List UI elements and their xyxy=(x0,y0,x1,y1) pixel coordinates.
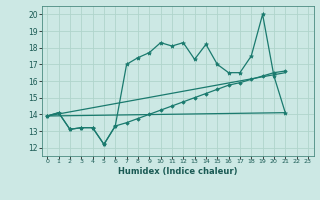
X-axis label: Humidex (Indice chaleur): Humidex (Indice chaleur) xyxy=(118,167,237,176)
